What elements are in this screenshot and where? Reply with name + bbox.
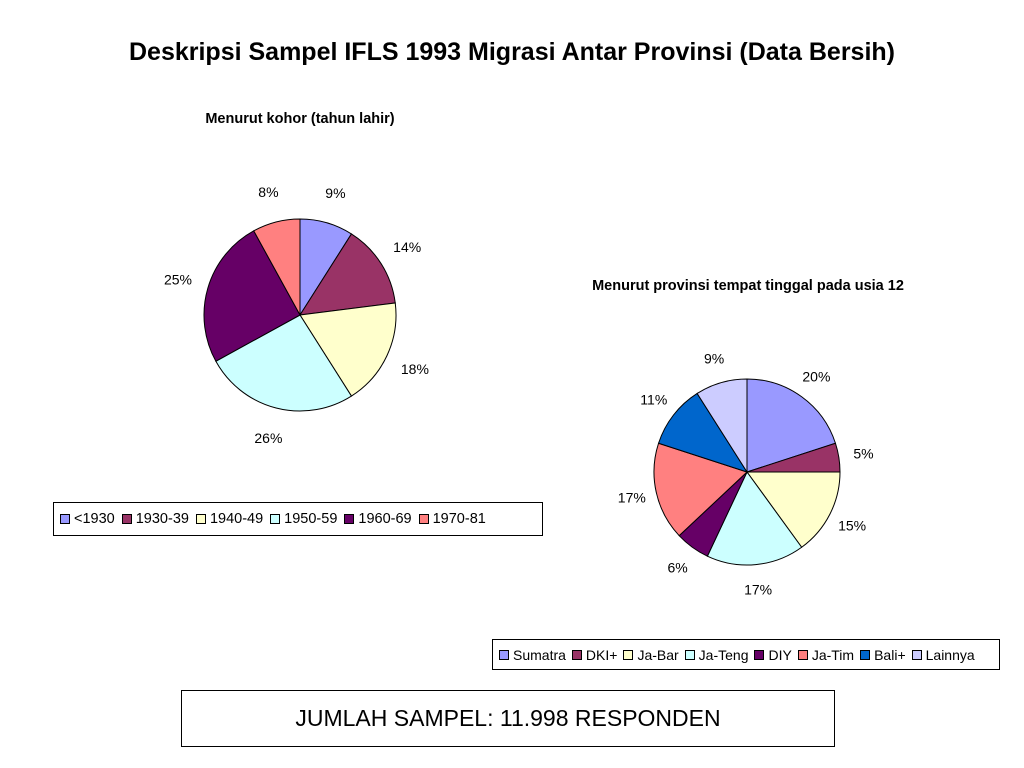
pie-slice-1 bbox=[299, 233, 396, 316]
legend-item-2: Ja-Bar bbox=[623, 646, 679, 663]
slice-label-4: 6% bbox=[667, 560, 687, 576]
sample-size-text: JUMLAH SAMPEL: 11.998 RESPONDEN bbox=[295, 705, 721, 731]
pie-slice-5 bbox=[253, 218, 301, 316]
slice-label-2: 15% bbox=[838, 518, 866, 534]
legend-label: Ja-Tim bbox=[811, 646, 855, 663]
legend-item-0: <1930 bbox=[60, 511, 115, 527]
slide-title: Deskripsi Sampel IFLS 1993 Migrasi Antar… bbox=[128, 38, 895, 66]
legend-swatch bbox=[344, 514, 355, 524]
legend-swatch bbox=[499, 649, 509, 660]
slice-label-2: 18% bbox=[401, 361, 429, 377]
legend-item-4: 1960-69 bbox=[344, 511, 412, 527]
legend-label: DKI+ bbox=[585, 646, 618, 663]
slice-label-5: 17% bbox=[618, 490, 646, 506]
legend-item-1: 1930-39 bbox=[121, 511, 189, 527]
legend-item-4: DIY bbox=[754, 646, 792, 663]
legend-swatch bbox=[571, 649, 582, 660]
slice-label-1: 14% bbox=[393, 239, 421, 255]
legend-swatch bbox=[797, 649, 808, 660]
slice-label-5: 8% bbox=[258, 184, 278, 200]
chart-title-provinsi: Menurut provinsi tempat tinggal pada usi… bbox=[592, 278, 904, 294]
slice-label-0: 20% bbox=[802, 369, 830, 385]
legend-item-5: Ja-Tim bbox=[797, 646, 855, 663]
slice-label-4: 25% bbox=[164, 272, 192, 288]
legend-label: Ja-Bar bbox=[637, 646, 679, 663]
legend-label: 1930-39 bbox=[135, 511, 189, 527]
legend-swatch bbox=[418, 514, 429, 524]
pie-slice-4 bbox=[203, 230, 301, 362]
legend-label: Lainnya bbox=[925, 646, 975, 663]
legend-item-6: Bali+ bbox=[860, 647, 906, 663]
legend-item-7: Lainnya bbox=[911, 646, 975, 663]
legend-label: <1930 bbox=[74, 511, 115, 527]
legend-item-1: DKI+ bbox=[571, 646, 618, 663]
legend-label: 1950-59 bbox=[284, 511, 338, 527]
slice-label-6: 11% bbox=[640, 392, 667, 408]
legend-swatch bbox=[60, 514, 70, 524]
legend-item-0: Sumatra bbox=[499, 647, 566, 663]
legend-kohor: <1930 1930-39 1940-49 1950-59 1960-69 1970-81 bbox=[53, 502, 543, 536]
legend-swatch bbox=[270, 514, 281, 524]
legend-item-5: 1970-81 bbox=[418, 511, 486, 527]
slice-label-3: 26% bbox=[254, 430, 282, 446]
legend-swatch bbox=[911, 649, 922, 660]
pie-slice-5 bbox=[653, 442, 748, 537]
legend-swatch bbox=[121, 514, 132, 524]
legend-item-3: 1950-59 bbox=[270, 511, 337, 527]
chart-title-kohor: Menurut kohor (tahun lahir) bbox=[205, 111, 395, 127]
slice-label-0: 9% bbox=[325, 185, 345, 201]
legend-item-3: Ja-Teng bbox=[684, 646, 749, 663]
legend-swatch bbox=[684, 649, 695, 660]
pie-slice-2 bbox=[746, 471, 841, 548]
legend-label: Sumatra bbox=[513, 646, 566, 663]
legend-label: Ja-Teng bbox=[698, 646, 749, 663]
legend-swatch bbox=[195, 514, 206, 524]
legend-provinsi: Sumatra DKI+ Ja-Bar Ja-Teng DIY Ja-Tim Bali+ La… bbox=[492, 639, 1000, 670]
slice-label-7: 9% bbox=[704, 351, 724, 367]
legend-label: Bali+ bbox=[874, 646, 906, 663]
pie-slice-7 bbox=[696, 378, 748, 474]
slice-label-3: 17% bbox=[744, 582, 772, 598]
legend-item-2: 1940-49 bbox=[195, 511, 264, 527]
pie-slice-0 bbox=[746, 378, 837, 473]
legend-swatch bbox=[754, 649, 765, 660]
legend-swatch bbox=[860, 649, 871, 660]
slice-label-1: 5% bbox=[853, 446, 873, 462]
pie-slice-2 bbox=[299, 302, 397, 397]
legend-label: DIY bbox=[768, 646, 792, 663]
legend-label: 1940-49 bbox=[209, 511, 264, 527]
sample-size-box: JUMLAH SAMPEL: 11.998 RESPONDEN bbox=[181, 690, 835, 747]
pie-slice-3 bbox=[215, 314, 353, 412]
pie-slice-3 bbox=[706, 471, 803, 566]
legend-label: 1960-69 bbox=[358, 511, 412, 527]
legend-swatch bbox=[623, 649, 634, 660]
legend-label: 1970-81 bbox=[432, 511, 486, 527]
